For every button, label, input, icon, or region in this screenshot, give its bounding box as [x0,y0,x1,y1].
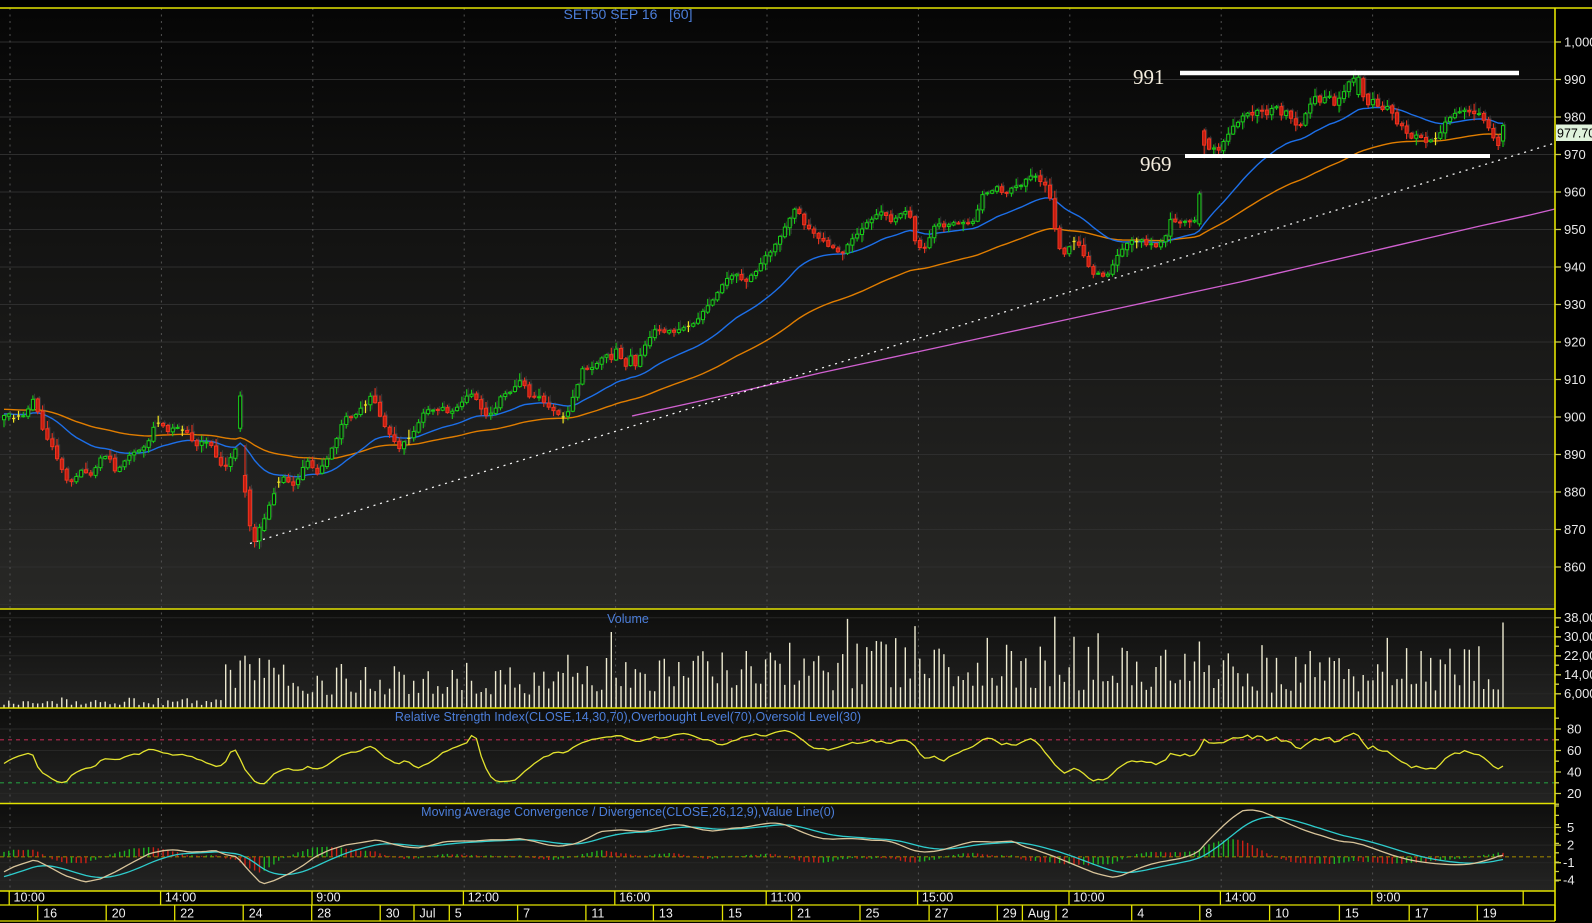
svg-text:19: 19 [1483,907,1497,921]
svg-text:14,000: 14,000 [1564,667,1592,682]
svg-text:5: 5 [455,907,462,921]
svg-text:990: 990 [1564,72,1586,87]
svg-text:29: 29 [1003,907,1017,921]
svg-text:1,000: 1,000 [1564,35,1592,50]
svg-text:20: 20 [1567,786,1581,801]
svg-text:15: 15 [1345,907,1359,921]
svg-text:22: 22 [180,907,194,921]
svg-text:977.70: 977.70 [1557,127,1592,141]
svg-text:880: 880 [1564,485,1586,500]
svg-text:21: 21 [797,907,811,921]
svg-text:16: 16 [43,907,57,921]
svg-text:24: 24 [249,907,263,921]
svg-text:2: 2 [1062,907,1069,921]
svg-text:40: 40 [1567,765,1581,780]
svg-text:15:00: 15:00 [922,891,953,905]
svg-text:30,000: 30,000 [1564,629,1592,644]
svg-text:11: 11 [591,907,604,921]
svg-text:Moving Average Convergence / D: Moving Average Convergence / Divergence(… [421,805,835,819]
svg-text:991: 991 [1133,65,1165,89]
svg-text:17: 17 [1415,907,1429,921]
svg-text:980: 980 [1564,110,1586,125]
svg-text:5: 5 [1567,820,1574,835]
svg-text:860: 860 [1564,560,1586,575]
svg-text:970: 970 [1564,147,1586,162]
svg-text:22,000: 22,000 [1564,648,1592,663]
svg-text:10:00: 10:00 [14,891,45,905]
svg-text:940: 940 [1564,260,1586,275]
svg-text:60: 60 [1567,743,1581,758]
svg-text:8: 8 [1205,907,1212,921]
svg-text:30: 30 [386,907,400,921]
svg-text:10:00: 10:00 [1073,891,1104,905]
svg-text:10: 10 [1275,907,1289,921]
svg-text:930: 930 [1564,297,1586,312]
svg-text:9:00: 9:00 [1376,891,1400,905]
svg-text:15: 15 [728,907,742,921]
svg-text:Volume: Volume [607,612,649,626]
svg-text:80: 80 [1567,722,1581,737]
svg-text:SET50 SEP 16 [60]: SET50 SEP 16 [60] [564,6,693,22]
svg-text:27: 27 [935,907,949,921]
svg-text:14:00: 14:00 [165,891,196,905]
svg-text:11:00: 11:00 [771,891,801,905]
svg-text:Relative Strength Index(CLOSE,: Relative Strength Index(CLOSE,14,30,70),… [395,710,861,724]
svg-text:-4: -4 [1563,873,1575,888]
svg-text:14:00: 14:00 [1225,891,1256,905]
svg-text:9:00: 9:00 [316,891,340,905]
svg-text:2: 2 [1567,838,1574,853]
svg-text:Jul: Jul [420,907,436,921]
svg-text:950: 950 [1564,222,1586,237]
svg-text:12:00: 12:00 [468,891,499,905]
svg-text:4: 4 [1137,907,1144,921]
svg-text:890: 890 [1564,447,1586,462]
svg-text:969: 969 [1140,152,1172,176]
svg-text:870: 870 [1564,522,1586,537]
svg-text:6,000: 6,000 [1564,686,1592,701]
svg-text:25: 25 [866,907,880,921]
svg-text:910: 910 [1564,372,1586,387]
svg-text:16:00: 16:00 [619,891,650,905]
svg-text:960: 960 [1564,185,1586,200]
svg-text:-1: -1 [1563,855,1575,870]
svg-text:20: 20 [112,907,126,921]
svg-text:28: 28 [317,907,331,921]
svg-text:Aug: Aug [1028,907,1050,921]
svg-text:38,000: 38,000 [1564,610,1592,625]
svg-text:920: 920 [1564,335,1586,350]
svg-text:13: 13 [659,907,673,921]
svg-text:7: 7 [523,907,530,921]
svg-text:900: 900 [1564,410,1586,425]
